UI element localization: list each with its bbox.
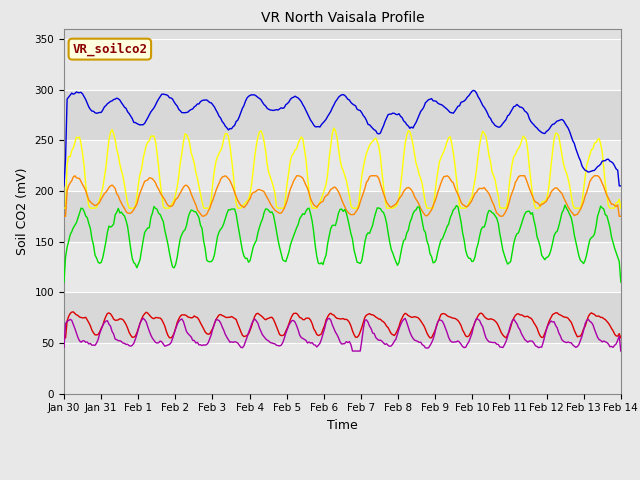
Bar xyxy=(64,90,621,140)
Y-axis label: Soil CO2 (mV): Soil CO2 (mV) xyxy=(16,168,29,255)
Legend: CO2N_1, CO2N_2, CO2N_3, CO2N_4, North -4cm, East -4cm: CO2N_1, CO2N_2, CO2N_3, CO2N_4, North -4… xyxy=(84,478,601,480)
Bar xyxy=(64,343,621,394)
Bar xyxy=(64,241,621,292)
X-axis label: Time: Time xyxy=(327,419,358,432)
Title: VR North Vaisala Profile: VR North Vaisala Profile xyxy=(260,11,424,25)
Bar xyxy=(64,140,621,191)
Bar xyxy=(64,292,621,343)
Bar xyxy=(64,191,621,241)
Text: VR_soilco2: VR_soilco2 xyxy=(72,42,147,56)
Bar xyxy=(64,39,621,90)
